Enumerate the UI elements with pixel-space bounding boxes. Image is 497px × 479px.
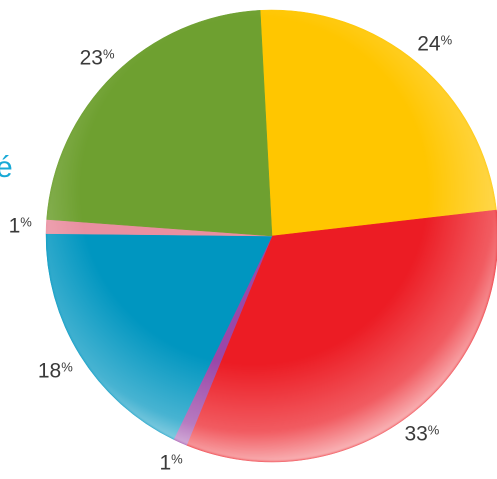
slice-label-5: 1% (9, 214, 33, 237)
slice-label-4: 18% (38, 359, 73, 382)
slice-label-2: 33% (404, 423, 439, 446)
slice-label-3: 1% (159, 452, 183, 475)
edge-cropped-text: é (0, 151, 13, 184)
pie-sheen (46, 10, 497, 462)
pie-labels: 24% 33% 1% 18% 1% 23% (9, 33, 453, 475)
slice-label-1: 24% (417, 33, 452, 56)
slice-label-6: 23% (80, 46, 115, 69)
